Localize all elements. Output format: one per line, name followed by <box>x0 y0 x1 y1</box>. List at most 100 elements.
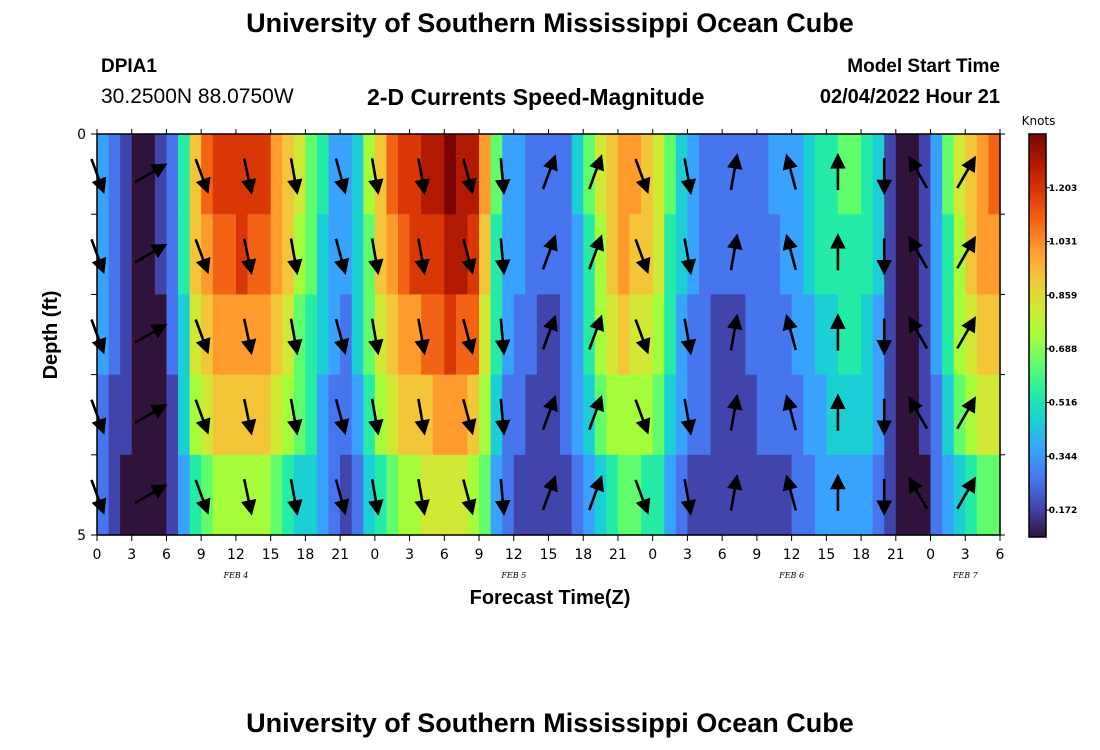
heatmap-cell <box>479 294 492 376</box>
y-tick-label: 0 <box>77 127 86 143</box>
heatmap-cell <box>733 374 746 456</box>
current-vector <box>414 238 430 276</box>
current-vector <box>588 314 605 350</box>
heatmap-cell <box>733 294 746 376</box>
heatmap-cell <box>976 454 990 536</box>
heatmap-cell <box>814 214 827 295</box>
axes: 0 3 6 9 12 15 18 21 0 3 6 9 12 15 18 21 0 3 6 9 12 15 18 21 0 3 6 F… <box>77 127 1005 580</box>
heatmap-cell <box>108 374 121 456</box>
heatmap-cell <box>687 214 700 295</box>
heatmap-cell <box>965 374 978 456</box>
current-vector <box>241 158 257 195</box>
heatmap-cell <box>699 214 712 295</box>
heatmap-cell <box>803 294 816 376</box>
current-vector <box>194 479 211 515</box>
heatmap-cell <box>953 374 966 456</box>
heatmap-cell <box>953 214 966 295</box>
x-tick-label: 18 <box>296 547 314 563</box>
heatmap-cell <box>386 374 399 456</box>
heatmap-cell <box>293 214 306 295</box>
heatmap-cell <box>641 214 654 295</box>
current-vector <box>541 154 558 190</box>
current-vector <box>461 238 477 275</box>
heatmap-cell <box>907 374 920 456</box>
heatmap-cell <box>479 214 492 295</box>
colorbar-tick-label: 0.344 <box>1049 452 1077 462</box>
heatmap-cell <box>444 454 457 536</box>
heatmap-cell <box>259 214 272 295</box>
heatmap-cell <box>432 454 445 536</box>
heatmap-cell <box>814 134 827 215</box>
heatmap-cell <box>305 294 318 376</box>
current-vector <box>134 163 168 184</box>
current-vector <box>241 318 257 356</box>
current-vector <box>956 235 976 269</box>
x-tick-label: 3 <box>683 547 692 563</box>
x-tick-label: 0 <box>370 547 379 563</box>
heatmap-cell <box>814 374 827 456</box>
current-vector <box>287 398 303 436</box>
colorbar-tick-label: 0.172 <box>1049 506 1077 516</box>
heatmap-cell <box>571 214 584 295</box>
heatmap-cell <box>849 134 862 215</box>
product-title: 2-D Currents Speed-Magnitude <box>367 84 705 110</box>
heatmap-cell <box>247 454 260 536</box>
heatmap-cell <box>316 294 330 376</box>
heatmap-cell <box>201 294 214 376</box>
heatmap-cell <box>629 294 642 376</box>
heatmap-cell <box>548 214 561 295</box>
colorbar-ramp <box>1028 133 1047 538</box>
current-vector <box>461 318 477 356</box>
heatmap-cell <box>652 454 665 536</box>
heatmap-cell <box>641 134 654 215</box>
heatmap-cell <box>351 374 364 456</box>
heatmap-cell <box>467 134 480 215</box>
heatmap-cell <box>548 134 561 215</box>
heatmap-cell <box>560 214 573 295</box>
heatmap-cell <box>791 454 804 536</box>
heatmap-cell <box>965 214 978 295</box>
heatmap-cell <box>421 214 434 295</box>
current-vector <box>541 394 558 431</box>
heatmap-cell <box>386 454 399 536</box>
heatmap-cell <box>259 454 272 536</box>
heatmap-cell <box>131 374 144 456</box>
current-vector <box>727 313 743 351</box>
heatmap-cell <box>259 374 272 456</box>
heatmap-cell <box>525 374 538 456</box>
x-tick-label: 21 <box>331 547 349 563</box>
heatmap-cell <box>756 214 770 295</box>
heatmap-cell <box>687 374 700 456</box>
heatmap-cell <box>479 134 492 215</box>
heatmap-cell <box>837 454 851 536</box>
heatmap-cell <box>247 294 260 376</box>
heatmap-cell <box>259 294 272 376</box>
heatmap-cell <box>791 214 804 295</box>
heatmap-cell <box>293 454 306 536</box>
heatmap-cell <box>745 294 758 376</box>
x-tick-label: 0 <box>648 547 657 563</box>
heatmap-cell <box>965 134 978 215</box>
heatmap-cell <box>166 294 179 376</box>
current-vector <box>908 235 929 269</box>
heatmap-cell <box>768 374 781 456</box>
heatmap-cell <box>884 134 897 215</box>
heatmap-cell <box>907 134 920 215</box>
heatmap-cell <box>652 214 665 295</box>
x-tick-label: 6 <box>718 547 727 563</box>
current-vector <box>634 158 651 194</box>
heatmap-cell <box>212 294 225 376</box>
heatmap-cell <box>953 134 966 215</box>
colorbar-tick-label: 0.859 <box>1049 291 1077 301</box>
x-tick-label: 18 <box>852 547 870 563</box>
heatmap-cell <box>837 134 851 215</box>
heatmap-cell <box>270 294 283 376</box>
heatmap-cell <box>316 454 330 536</box>
heatmap-cell <box>594 214 607 295</box>
x-tick-label: 9 <box>752 547 761 563</box>
heatmap-cell <box>756 454 770 536</box>
page-title: University of Southern Mississippi Ocean… <box>246 8 854 38</box>
heatmap-cell <box>733 214 746 295</box>
heatmap-cell <box>988 294 1001 376</box>
